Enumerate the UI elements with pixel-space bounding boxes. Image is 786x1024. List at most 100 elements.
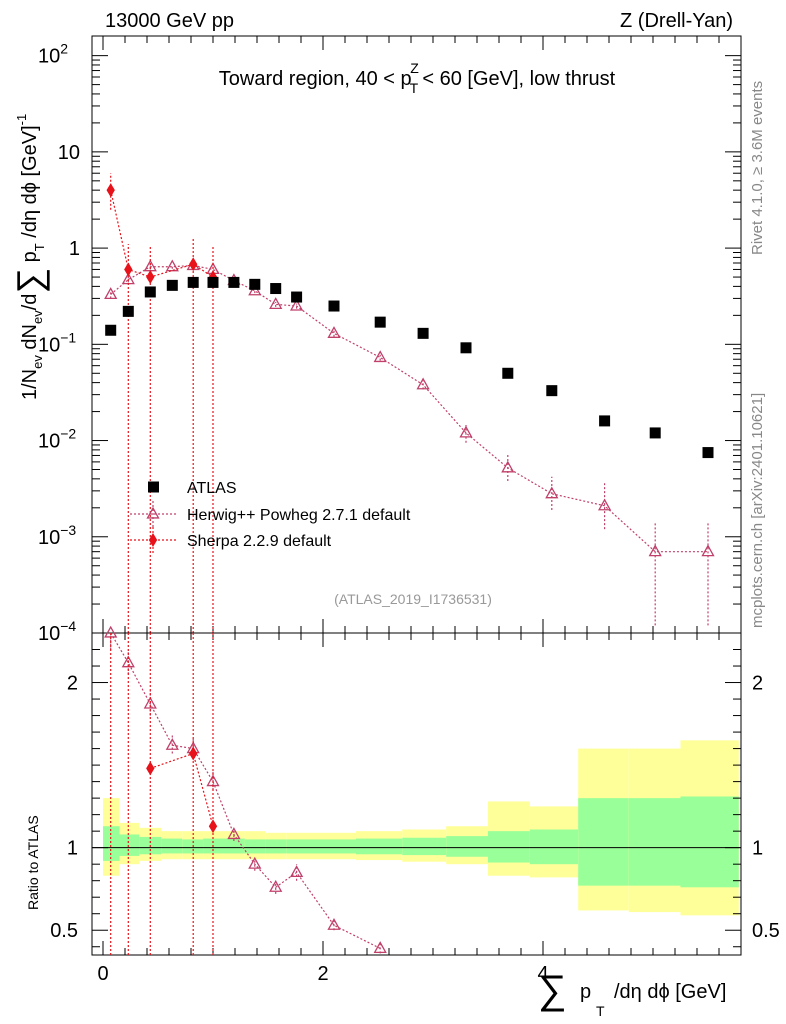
herwig-point	[648, 544, 662, 557]
svg-text:/dη dϕ [GeV]: /dη dϕ [GeV]	[614, 981, 726, 1003]
atlas-point	[228, 276, 240, 288]
chart-title: Toward region, 40 < pTZ < 60 [GeV], low …	[219, 60, 616, 96]
herwig-point	[104, 287, 118, 300]
atlas-point	[599, 415, 611, 427]
svg-text:∑: ∑	[538, 968, 567, 1012]
herwig-ratio-line	[110, 632, 381, 949]
atlas-point	[187, 276, 199, 288]
legend-label-sherpa: Sherpa 2.2.9 default	[187, 533, 332, 550]
herwig-point	[327, 326, 341, 338]
sherpa-ratio-point	[208, 819, 218, 834]
herwig-point	[597, 498, 612, 511]
legend-marker-sherpa	[148, 533, 158, 547]
ratio-y-tick-label-right: 2	[752, 673, 763, 695]
ratio-y-tick-label-right: 1	[752, 838, 763, 860]
atlas-point	[502, 367, 514, 379]
atlas-point	[249, 278, 261, 290]
legend-marker-herwig	[146, 506, 160, 519]
herwig-point	[289, 298, 304, 311]
herwig-ratio-point	[227, 827, 241, 840]
atlas-point	[649, 427, 661, 439]
analysis-id: (ATLAS_2019_I1736531)	[334, 591, 492, 607]
sherpa-point	[146, 270, 155, 285]
sherpa-point	[106, 183, 115, 198]
herwig-point	[416, 377, 430, 390]
svg-text:p: p	[580, 981, 591, 1003]
green-band-bin	[529, 829, 579, 865]
mcplots-label: mcplots.cern.ch [arXiv:2401.10621]	[749, 393, 766, 628]
herwig-point	[459, 425, 473, 438]
y-axis-label-ratio: Ratio to ATLAS	[25, 815, 41, 910]
x-tick-label: 4	[537, 963, 548, 985]
header-right: Z (Drell-Yan)	[620, 10, 733, 32]
atlas-point	[207, 276, 219, 288]
green-band-bin	[224, 838, 245, 854]
green-band-bin	[402, 837, 447, 856]
herwig-ratio-point	[373, 941, 387, 954]
header-left: 13000 GeV pp	[105, 10, 234, 32]
title-pre: Toward region, 40 < p	[219, 68, 412, 90]
legend-label-herwig: Herwig++ Powheg 2.7.1 default	[187, 507, 411, 524]
atlas-point	[702, 447, 714, 459]
svg-text:1/Nev dNev/d∑ pT /dη dϕ [GeV]: 1/Nev dNev/d∑ pT /dη dϕ [GeV]-1	[9, 114, 50, 400]
herwig-ratio-point	[269, 880, 283, 892]
atlas-point	[328, 300, 340, 312]
green-band-bin	[680, 796, 739, 888]
title-post: < 60 [GeV], low thrust	[417, 68, 616, 90]
herwig-ratio-point	[327, 917, 341, 930]
herwig-point	[269, 297, 283, 309]
atlas-point	[374, 316, 386, 328]
green-band-bin	[244, 839, 266, 854]
y-tick-label: 10−1	[38, 329, 76, 356]
green-band-bin	[578, 798, 629, 886]
y-tick-label: 10−3	[38, 522, 76, 549]
herwig-point	[701, 544, 715, 557]
x-tick-label: 0	[97, 963, 108, 985]
atlas-point	[460, 342, 472, 354]
y-tick-label: 10	[58, 142, 80, 164]
herwig-point	[373, 350, 387, 363]
x-tick-label: 2	[317, 963, 328, 985]
title-sub: T	[410, 80, 419, 96]
herwig-line	[110, 264, 708, 553]
atlas-point	[417, 327, 429, 339]
sherpa-line	[110, 190, 214, 278]
legend: ATLAS Herwig++ Powheg 2.7.1 default Sherpa…	[130, 480, 411, 553]
atlas-point	[166, 279, 178, 291]
atlas-point	[144, 286, 156, 298]
green-band-bin	[312, 839, 356, 854]
green-band-bin	[356, 838, 403, 855]
green-band-bin	[628, 798, 681, 886]
sherpa-ratio-line	[150, 752, 214, 827]
green-band-bin	[161, 838, 183, 854]
ratio-y-tick-label-right: 0.5	[752, 920, 780, 942]
herwig-ratio-point	[104, 625, 118, 638]
herwig-ratio-point	[248, 856, 262, 869]
sherpa-ratio-point	[146, 761, 155, 776]
herwig-point	[545, 486, 559, 499]
y-axis-label-main: 1/Nev dNev/d∑ pT /dη dϕ [GeV]-1	[9, 114, 50, 400]
herwig-ratio-point	[289, 865, 304, 878]
herwig-point	[501, 460, 515, 473]
green-band-bin	[446, 836, 488, 857]
y-tick-label: 1	[69, 238, 80, 260]
atlas-point	[122, 305, 134, 317]
sherpa-point	[189, 257, 198, 272]
atlas-point	[105, 324, 117, 336]
atlas-point	[270, 283, 282, 295]
green-band-bin	[286, 839, 312, 854]
green-band-bin	[488, 831, 530, 863]
ratio-y-tick-label: 2	[67, 673, 78, 695]
green-band-bin	[265, 839, 287, 854]
ratio-panel: 0 2 4 2 2 1 1 0.5 0.5	[50, 625, 780, 985]
legend-label-atlas: ATLAS	[187, 480, 237, 497]
sherpa-point	[124, 262, 133, 277]
y-tick-label: 10−2	[38, 426, 76, 453]
atlas-point	[291, 291, 303, 303]
ratio-y-tick-label: 1	[67, 838, 78, 860]
y-tick-label: 10−4	[38, 618, 76, 645]
title-sup: Z	[410, 60, 419, 76]
herwig-ratio-point	[165, 738, 179, 750]
sherpa-ratio-point	[189, 746, 198, 761]
